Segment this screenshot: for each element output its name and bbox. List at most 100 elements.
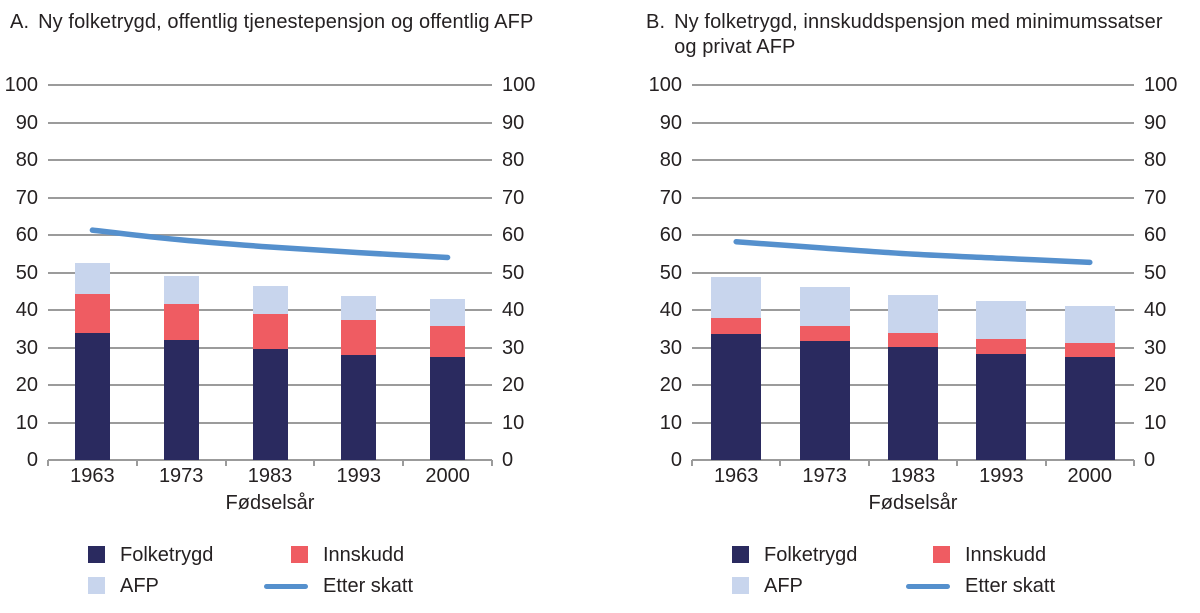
bar-segment-innskudd bbox=[1064, 343, 1115, 357]
chart-a-x-axis-label: Fødselsår bbox=[225, 492, 315, 514]
x-axis-tick bbox=[402, 460, 405, 466]
bar-segment-innskudd bbox=[711, 317, 762, 334]
y-axis-tick-label-right: 50 bbox=[502, 261, 525, 284]
bar-segment-folketrygd bbox=[976, 353, 1027, 460]
gridline bbox=[692, 84, 1134, 86]
legend-swatch-afp bbox=[732, 577, 749, 594]
x-axis-category-label: 1963 bbox=[70, 465, 115, 487]
bar-segment-afp bbox=[163, 275, 199, 304]
x-axis-category-label: 2000 bbox=[1067, 465, 1113, 487]
y-axis-tick-label-right: 70 bbox=[1144, 186, 1167, 209]
y-axis-tick-label-left: 30 bbox=[659, 336, 682, 359]
gridline bbox=[692, 271, 1134, 274]
y-axis-tick-label-left: 40 bbox=[659, 299, 682, 321]
x-axis-category-label: 1973 bbox=[802, 465, 847, 487]
x-axis-category-label: 1993 bbox=[979, 465, 1024, 487]
legend-label-afp: AFP bbox=[764, 575, 803, 597]
bar-segment-innskudd bbox=[163, 304, 199, 341]
chart-b-title-letter: B. bbox=[646, 11, 666, 33]
y-axis-tick-label-left: 70 bbox=[15, 186, 38, 209]
bar-segment-innskudd bbox=[888, 332, 938, 348]
bar-segment-folketrygd bbox=[711, 334, 762, 460]
y-axis-tick-label-right: 70 bbox=[502, 186, 525, 209]
x-axis-tick bbox=[47, 460, 49, 466]
gridline bbox=[48, 121, 492, 124]
gridline bbox=[692, 159, 1134, 161]
y-axis-tick-label-right: 100 bbox=[502, 74, 536, 96]
y-axis-tick-label-left: 10 bbox=[15, 411, 38, 434]
x-axis-category-label: 1963 bbox=[713, 465, 759, 487]
gridline bbox=[692, 459, 1134, 461]
y-axis-tick-label-right: 0 bbox=[1144, 449, 1156, 471]
bar-segment-afp bbox=[888, 295, 938, 333]
y-axis-tick-label-right: 60 bbox=[502, 224, 525, 246]
y-axis-tick-label-left: 0 bbox=[26, 449, 38, 471]
bar-segment-afp bbox=[711, 277, 762, 318]
x-axis-tick bbox=[491, 460, 493, 466]
bar-segment-folketrygd bbox=[430, 356, 466, 460]
y-axis-tick-label-right: 40 bbox=[1144, 299, 1167, 321]
x-axis-tick bbox=[1133, 460, 1135, 466]
bar-segment-innskudd bbox=[341, 319, 377, 356]
x-axis-category-label: 2000 bbox=[425, 465, 470, 487]
chart-a-title-letter: A. bbox=[10, 11, 30, 33]
x-axis-category-label: 1983 bbox=[247, 465, 293, 487]
y-axis-tick-label-left: 80 bbox=[659, 149, 682, 171]
y-axis-tick-label-right: 30 bbox=[502, 336, 525, 359]
y-axis-tick-label-right: 60 bbox=[1144, 224, 1167, 246]
y-axis-tick-label-left: 60 bbox=[15, 224, 38, 246]
legend-label-innskudd: Innskudd bbox=[965, 544, 1047, 566]
y-axis-tick-label-left: 50 bbox=[659, 261, 682, 284]
bar-segment-innskudd bbox=[74, 294, 110, 334]
y-axis-tick-label-left: 20 bbox=[15, 374, 38, 396]
chart-b-x-axis-label: Fødselsår bbox=[868, 492, 958, 514]
gridline bbox=[692, 121, 1134, 124]
x-axis-tick bbox=[313, 460, 316, 466]
bar-segment-afp bbox=[430, 299, 466, 326]
y-axis-tick-label-right: 40 bbox=[502, 299, 525, 321]
y-axis-tick-label-right: 90 bbox=[1144, 111, 1167, 134]
bar-segment-afp bbox=[1064, 305, 1115, 343]
y-axis-tick-label-right: 20 bbox=[1144, 374, 1167, 396]
bar-segment-afp bbox=[341, 295, 377, 320]
etter-skatt-line-path bbox=[733, 239, 1093, 266]
x-axis-tick bbox=[224, 460, 227, 466]
chart-a-title: A. Ny folketrygd, offentlig tjenestepens… bbox=[10, 10, 533, 35]
x-axis-tick bbox=[867, 460, 870, 466]
chart-b-title: B. Ny folketrygd, innskuddspensjon med m… bbox=[646, 10, 1179, 60]
bar-segment-folketrygd bbox=[74, 333, 110, 460]
bar-segment-innskudd bbox=[976, 338, 1027, 354]
y-axis-tick-label-right: 80 bbox=[502, 149, 525, 171]
y-axis-tick-label-left: 10 bbox=[659, 411, 682, 434]
gridline bbox=[692, 234, 1134, 236]
y-axis-tick-label-right: 100 bbox=[1144, 74, 1178, 96]
legend-label-etter-skatt: Etter skatt bbox=[323, 575, 414, 597]
legend-label-afp: AFP bbox=[120, 575, 159, 597]
bar-segment-afp bbox=[799, 287, 850, 326]
gridline bbox=[48, 196, 492, 199]
y-axis-tick-label-left: 30 bbox=[15, 336, 38, 359]
x-axis-tick bbox=[956, 460, 959, 466]
bar-segment-folketrygd bbox=[799, 340, 850, 460]
bar-segment-afp bbox=[74, 263, 110, 295]
gridline bbox=[48, 459, 492, 461]
chart-a-title-text: Ny folketrygd, offentlig tjenestepensjon… bbox=[38, 11, 534, 33]
legend-swatch-innskudd bbox=[291, 546, 308, 563]
legend-swatch-folketrygd bbox=[88, 546, 105, 563]
gridline bbox=[48, 271, 492, 274]
legend-label-etter-skatt: Etter skatt bbox=[965, 575, 1056, 597]
bar-segment-innskudd bbox=[799, 325, 850, 341]
y-axis-tick-label-right: 30 bbox=[1144, 336, 1167, 359]
legend-label-innskudd: Innskudd bbox=[323, 544, 405, 566]
y-axis-tick-label-left: 40 bbox=[15, 299, 38, 321]
bar-segment-folketrygd bbox=[1064, 356, 1115, 460]
y-axis-tick-label-left: 20 bbox=[659, 374, 682, 396]
y-axis-tick-label-left: 0 bbox=[670, 449, 682, 471]
x-axis-tick bbox=[691, 460, 693, 466]
legend-swatch-afp bbox=[88, 577, 105, 594]
x-axis-category-label: 1993 bbox=[336, 465, 382, 487]
bar-segment-folketrygd bbox=[341, 355, 377, 460]
